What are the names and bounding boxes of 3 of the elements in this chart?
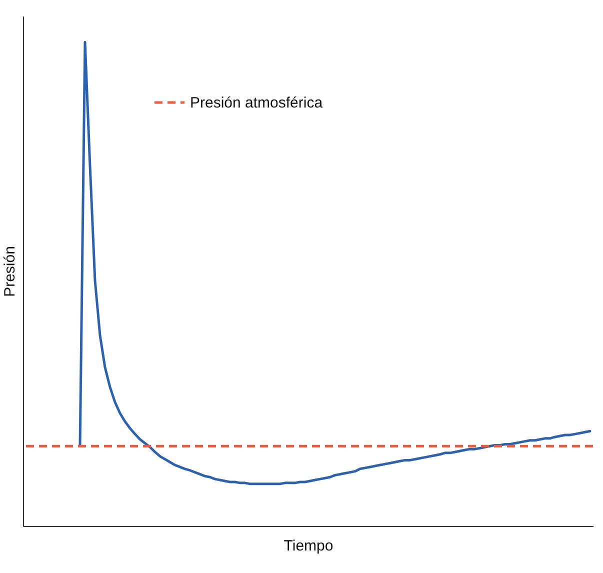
x-axis-title: Tiempo [284, 538, 334, 554]
legend-label: Presión atmosférica [190, 94, 324, 112]
y-axis-title: Presión [2, 246, 18, 297]
